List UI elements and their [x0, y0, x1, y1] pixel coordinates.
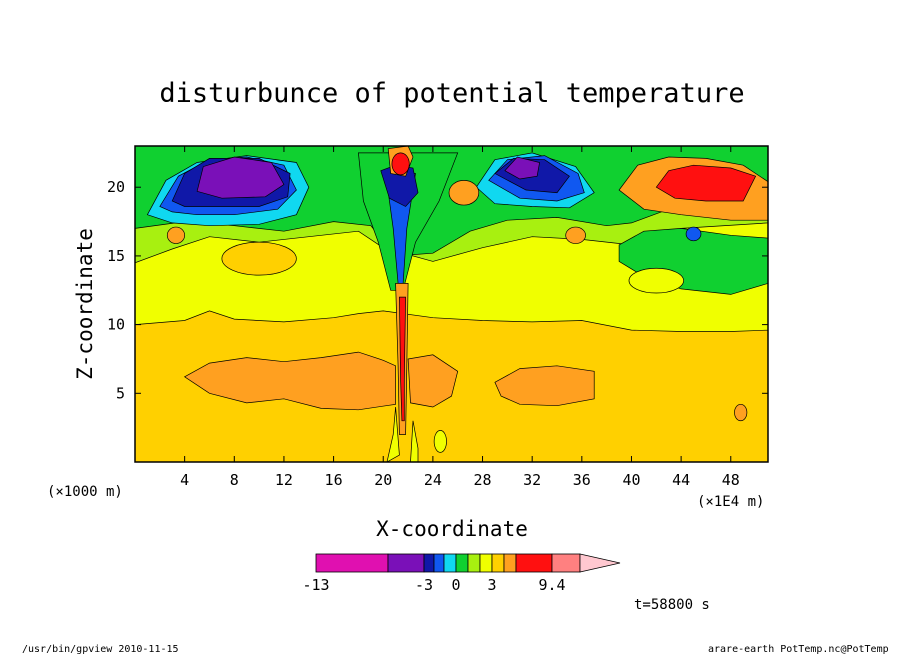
contour-field — [135, 146, 768, 462]
footer-right: arare-earth_PotTemp.nc@PotTemp — [708, 644, 889, 654]
colorbar-band-6 — [467, 553, 481, 573]
colorbar-label-4: 9.4 — [538, 576, 565, 594]
colorbar-band-5 — [455, 553, 469, 573]
blob-upper-left-orange — [166, 226, 185, 244]
core-left-purple — [196, 156, 285, 199]
blob-right-mid-yellow — [628, 267, 684, 294]
x-tick-label-9: 40 — [622, 471, 640, 489]
x-tick-label-3: 16 — [325, 471, 343, 489]
core-mid-purple — [504, 156, 541, 180]
colorbar-band-4 — [443, 553, 457, 573]
chart-title: disturbunce of potential temperature — [159, 78, 744, 109]
blob-bottom-right-orange — [734, 403, 748, 422]
blob-upper-yellow — [221, 241, 297, 276]
colorbar-band-11 — [551, 553, 581, 573]
x-unit-right: (×1E4 m) — [697, 494, 764, 510]
colorbar-band-9 — [503, 553, 517, 573]
plot-frame — [134, 145, 769, 463]
x-tick-label-8: 36 — [573, 471, 591, 489]
y-axis: 5 10 15 20 — [107, 178, 768, 402]
x-tick-label-11: 48 — [722, 471, 740, 489]
colorbar-band-2 — [423, 553, 435, 573]
x-tick-label-4: 20 — [374, 471, 392, 489]
plume-yellow-foot — [386, 406, 400, 462]
x-axis: 4 8 12 16 20 24 28 32 36 40 44 48 — [180, 146, 740, 489]
x-tick-label-1: 8 — [230, 471, 239, 489]
y-axis-title: Z-coordinate — [73, 228, 97, 380]
x-unit-left: (×1000 m) — [47, 484, 123, 500]
footer-left: /usr/bin/gpview 2010-11-15 — [22, 644, 179, 654]
band-lower-left-orange-2 — [407, 354, 459, 408]
colorbar: -13 -3 0 3 9.4 — [302, 553, 621, 594]
band-lower-left-orange — [183, 351, 396, 411]
y-tick-label-1: 10 — [107, 316, 125, 334]
y-tick-label-0: 5 — [116, 384, 125, 402]
x-tick-label-5: 24 — [424, 471, 442, 489]
blob-upper-mid-orange — [565, 226, 586, 244]
colorbar-band-10 — [515, 553, 553, 573]
x-tick-label-0: 4 — [180, 471, 189, 489]
blob-upper-right-blue — [685, 226, 702, 242]
y-tick-label-2: 15 — [107, 247, 125, 265]
plume-red-spot — [391, 152, 410, 176]
colorbar-band-7 — [479, 553, 493, 573]
x-tick-label-7: 32 — [523, 471, 541, 489]
plume-yellow-foot-2 — [410, 420, 419, 462]
blob-bottom-center-yellow — [433, 430, 447, 453]
colorbar-label-1: -3 — [415, 576, 433, 594]
blob-upper-plume-orange — [448, 179, 480, 206]
x-tick-label-6: 28 — [473, 471, 491, 489]
colorbar-band-8 — [491, 553, 505, 573]
colorbar-label-0: -13 — [302, 576, 329, 594]
colorbar-band-1 — [387, 553, 425, 573]
x-tick-label-10: 44 — [672, 471, 690, 489]
colorbar-label-2: 0 — [451, 576, 460, 594]
band-lower-right-orange — [494, 365, 595, 407]
x-tick-label-2: 12 — [275, 471, 293, 489]
colorbar-label-3: 3 — [487, 576, 496, 594]
plume-red-stem — [399, 296, 406, 422]
time-label: t=58800 s — [634, 597, 710, 613]
x-axis-title: X-coordinate — [376, 517, 528, 541]
y-tick-label-3: 20 — [107, 178, 125, 196]
colorbar-band-3 — [433, 553, 445, 573]
colorbar-band-0 — [315, 553, 389, 573]
colorbar-extend-arrow — [579, 553, 621, 573]
core-right-red — [655, 164, 757, 202]
